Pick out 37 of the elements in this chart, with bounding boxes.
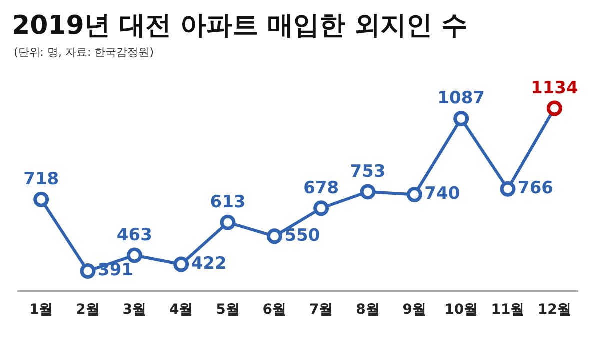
point [34,192,50,208]
point [80,264,96,280]
x-tick-label: 3월 [122,302,147,318]
x-tick-label: 6월 [262,302,287,318]
data-label: 753 [350,162,386,182]
data-label: 422 [191,254,227,274]
x-tick-label: 9월 [402,302,427,318]
x-tick-label: 8월 [356,302,380,318]
x-tick-label: 5월 [216,302,240,318]
point [500,181,516,197]
x-tick-label: 10월 [444,302,478,318]
point [360,184,376,200]
x-tick-label: 1월 [29,302,54,318]
data-label: 678 [304,178,340,198]
data-label: 1134 [531,78,578,98]
chart-title: 2019년 대전 아파트 매입한 외지인 수 [12,10,469,43]
point [126,248,142,264]
data-label: 613 [210,192,246,213]
x-tick-label: 11월 [491,302,525,318]
data-label: 550 [284,226,320,246]
point [406,187,422,203]
point [546,100,562,116]
point [266,228,282,244]
point [454,111,470,127]
x-tick-label: 2월 [76,302,100,318]
point [314,200,330,216]
data-label: 463 [116,225,152,246]
x-tick-label: 7월 [309,302,334,318]
data-label: 1087 [438,88,485,109]
point [220,214,236,230]
data-label: 718 [24,170,60,190]
data-label: 766 [518,178,554,199]
x-tick-label: 12월 [538,302,572,318]
point [174,256,190,272]
x-tick-label: 4월 [169,302,194,318]
chart-subtitle: (단위: 명, 자료: 한국감정원) [14,45,155,60]
data-label: 740 [424,184,460,204]
